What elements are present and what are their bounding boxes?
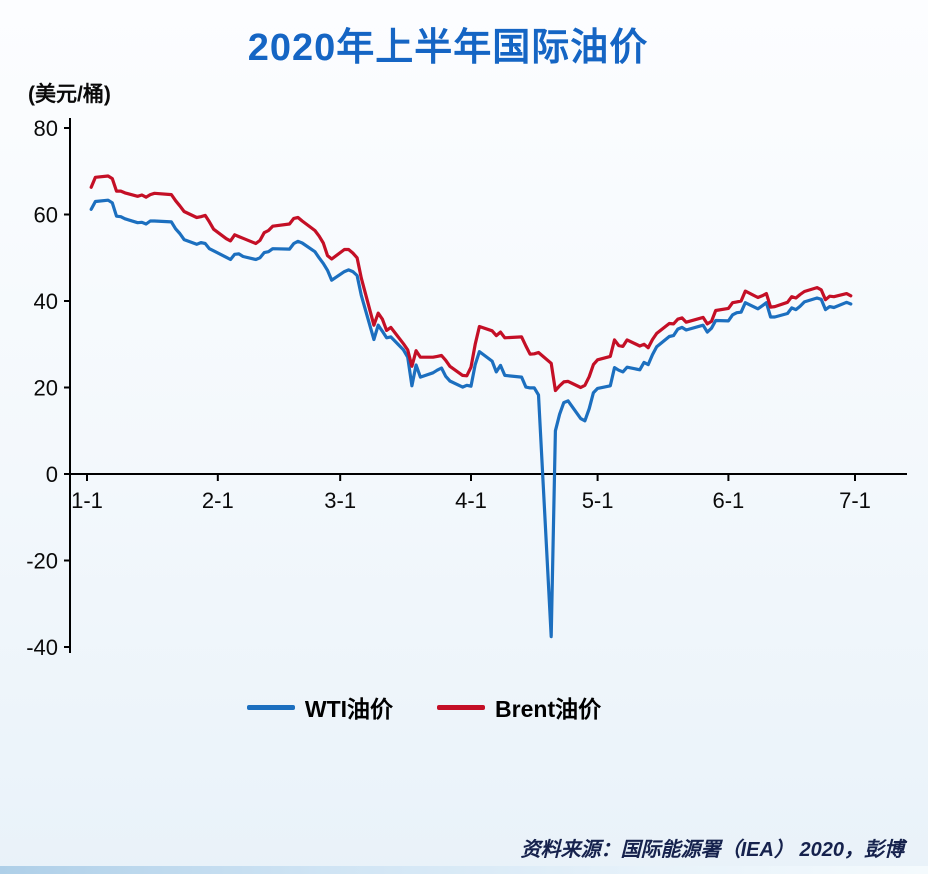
legend-label-wti: WTI油价 [304, 696, 394, 722]
x-tick-label: 1-1 [71, 488, 103, 513]
y-tick-label: 20 [34, 376, 58, 401]
x-tick-label: 3-1 [324, 488, 356, 513]
oil-price-chart: 80 60 40 20 0 -20 -40 1-1 2-1 3-1 4-1 5-1 6-1 7-1 [26, 116, 907, 660]
y-tick-label: 80 [34, 116, 58, 141]
y-tick-label: 60 [34, 203, 58, 228]
legend-label-brent: Brent油价 [495, 696, 602, 722]
x-tick-label: 5-1 [582, 488, 614, 513]
brent-price-line [89, 174, 853, 393]
chart-title: 2020年上半年国际油价 [247, 27, 649, 69]
source-note: 资料来源：国际能源署（IEA） 2020，彭博 [520, 839, 904, 861]
y-tick-label: 40 [34, 289, 58, 314]
x-tick-label: 4-1 [455, 488, 487, 513]
wti-price-line [89, 198, 853, 639]
y-tick-label: 0 [46, 462, 58, 487]
brent-line-swatch [437, 704, 486, 710]
y-axis-unit-label: (美元/桶) [28, 83, 111, 106]
y-tick-label: -40 [26, 635, 58, 660]
legend-item-wti: WTI油价 [246, 690, 394, 724]
x-tick-label: 6-1 [713, 488, 745, 513]
x-tick-label: 2-1 [202, 488, 234, 513]
bottom-accent-bar [0, 866, 928, 874]
legend-item-brent: Brent油价 [437, 690, 601, 724]
wti-line-swatch [246, 704, 295, 710]
y-tick-label: -20 [26, 549, 58, 574]
x-tick-label: 7-1 [839, 488, 871, 513]
chart-legend: WTI油价 Brent油价 [0, 690, 888, 724]
